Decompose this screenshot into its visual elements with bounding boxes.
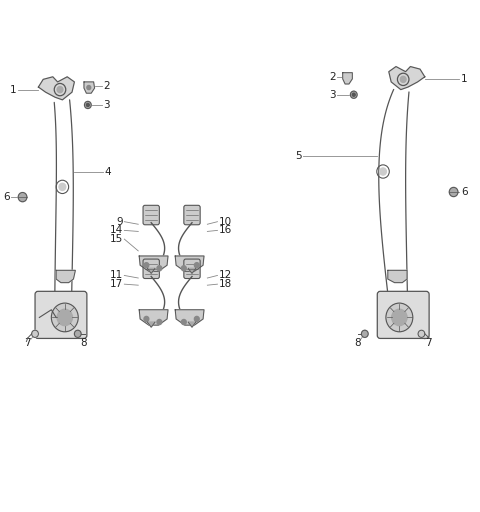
Text: 7: 7 (24, 338, 31, 348)
Polygon shape (175, 310, 204, 325)
Circle shape (57, 87, 63, 93)
Circle shape (352, 93, 355, 96)
FancyBboxPatch shape (35, 291, 87, 338)
Polygon shape (38, 77, 74, 100)
Text: 4: 4 (105, 166, 111, 177)
Text: 5: 5 (295, 151, 301, 161)
Circle shape (449, 187, 458, 197)
Circle shape (18, 193, 27, 202)
Polygon shape (188, 322, 196, 327)
Circle shape (86, 103, 89, 106)
Polygon shape (84, 82, 95, 93)
Polygon shape (388, 270, 407, 283)
Circle shape (386, 303, 413, 332)
Text: 18: 18 (218, 279, 232, 289)
Circle shape (87, 86, 91, 90)
Polygon shape (188, 268, 196, 273)
Text: 2: 2 (103, 81, 110, 91)
Circle shape (59, 183, 66, 190)
Text: 9: 9 (117, 217, 123, 227)
Text: 1: 1 (10, 84, 17, 95)
Circle shape (144, 316, 149, 322)
Polygon shape (147, 322, 155, 327)
Circle shape (194, 263, 199, 268)
Circle shape (350, 91, 357, 98)
Polygon shape (343, 73, 352, 84)
Text: 8: 8 (354, 338, 361, 348)
Polygon shape (56, 270, 75, 283)
Circle shape (51, 303, 78, 332)
Circle shape (57, 309, 72, 326)
Text: 3: 3 (329, 90, 336, 100)
FancyBboxPatch shape (143, 259, 159, 279)
Circle shape (144, 263, 149, 268)
Circle shape (181, 319, 186, 325)
Circle shape (157, 319, 162, 325)
Text: 7: 7 (425, 338, 432, 348)
Polygon shape (139, 310, 168, 325)
Circle shape (392, 309, 407, 326)
Text: 16: 16 (218, 225, 232, 236)
Text: 3: 3 (103, 100, 110, 110)
Polygon shape (147, 268, 155, 273)
Text: 10: 10 (218, 217, 231, 227)
Text: 1: 1 (461, 74, 468, 84)
Polygon shape (139, 256, 168, 271)
Text: 11: 11 (110, 270, 123, 281)
Polygon shape (389, 67, 425, 90)
Circle shape (400, 76, 406, 82)
Circle shape (181, 266, 186, 271)
Text: 15: 15 (110, 234, 123, 244)
Text: 8: 8 (81, 338, 87, 348)
Text: 14: 14 (110, 225, 123, 236)
Text: 6: 6 (461, 187, 468, 197)
FancyBboxPatch shape (184, 205, 200, 225)
Text: 6: 6 (3, 192, 10, 202)
Circle shape (157, 266, 162, 271)
Circle shape (194, 316, 199, 322)
Circle shape (84, 101, 91, 109)
FancyBboxPatch shape (184, 259, 200, 279)
Polygon shape (175, 256, 204, 271)
FancyBboxPatch shape (143, 205, 159, 225)
Circle shape (361, 330, 368, 337)
FancyBboxPatch shape (377, 291, 429, 338)
Text: 17: 17 (110, 279, 123, 289)
Circle shape (380, 168, 386, 175)
Circle shape (418, 330, 425, 337)
Text: 12: 12 (218, 270, 232, 281)
Circle shape (32, 330, 38, 337)
Circle shape (74, 330, 81, 337)
Text: 2: 2 (329, 72, 336, 82)
